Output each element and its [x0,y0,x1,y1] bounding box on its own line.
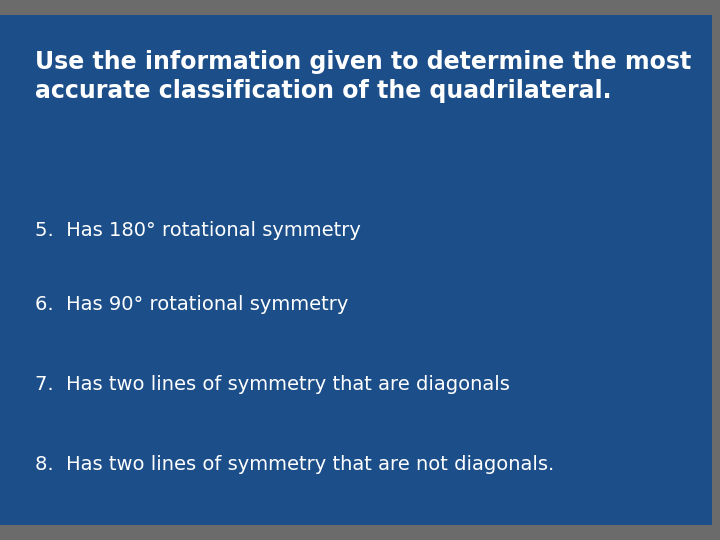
Text: 6.  Has 90° rotational symmetry: 6. Has 90° rotational symmetry [35,295,348,314]
Text: 7.  Has two lines of symmetry that are diagonals: 7. Has two lines of symmetry that are di… [35,375,510,394]
Text: 5.  Has 180° rotational symmetry: 5. Has 180° rotational symmetry [35,220,361,240]
Text: 8.  Has two lines of symmetry that are not diagonals.: 8. Has two lines of symmetry that are no… [35,455,554,474]
Text: Use the information given to determine the most
accurate classification of the q: Use the information given to determine t… [35,50,691,103]
